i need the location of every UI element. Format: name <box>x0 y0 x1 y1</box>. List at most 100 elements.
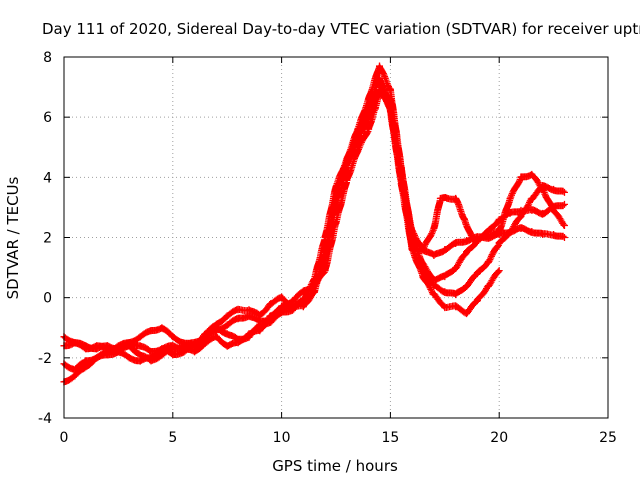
data-point <box>278 306 286 314</box>
data-point <box>463 309 471 317</box>
data-point <box>180 345 188 353</box>
data-point <box>441 246 449 254</box>
data-point <box>506 194 514 202</box>
data-point <box>386 104 394 112</box>
data-point <box>376 62 384 70</box>
data-point <box>104 351 112 359</box>
data-point <box>560 234 568 241</box>
x-tick-label: 20 <box>490 430 508 446</box>
data-point <box>550 230 558 238</box>
data-point <box>212 333 220 341</box>
data-point <box>376 74 384 82</box>
data-point <box>430 224 438 232</box>
series-sat-e <box>408 170 568 254</box>
data-point <box>408 243 416 251</box>
data-point <box>517 212 525 220</box>
data-point <box>71 339 79 347</box>
data-point <box>82 363 90 371</box>
data-point <box>452 194 460 202</box>
data-point <box>473 270 481 278</box>
series-markers <box>60 82 567 353</box>
data-point <box>136 342 144 350</box>
data-point <box>245 306 253 314</box>
data-point <box>299 303 307 311</box>
axes: 0 5 10 15 20 25 -4 -2 0 2 4 6 8 <box>38 50 617 446</box>
x-tick-label: 10 <box>273 430 291 446</box>
data-point <box>71 372 79 380</box>
series-layer <box>60 62 568 386</box>
data-point <box>478 234 486 241</box>
series-sat-a <box>60 82 568 353</box>
data-point <box>473 297 481 305</box>
data-point <box>484 258 492 266</box>
data-point <box>288 303 296 311</box>
data-point <box>212 324 220 332</box>
data-point <box>495 267 503 275</box>
data-point <box>452 264 460 272</box>
data-point <box>528 227 536 235</box>
data-point <box>463 237 471 245</box>
x-tick-label: 15 <box>381 430 399 446</box>
chart-title: Day 111 of 2020, Sidereal Day-to-day VTE… <box>42 20 640 38</box>
data-point <box>234 315 242 323</box>
data-point <box>114 348 122 356</box>
data-point <box>223 321 231 329</box>
data-point <box>267 300 275 308</box>
data-point <box>376 86 384 94</box>
data-point <box>82 357 90 365</box>
data-point <box>278 294 286 302</box>
data-point <box>136 333 144 341</box>
data-point <box>463 249 471 257</box>
data-point <box>365 113 373 121</box>
data-point <box>332 191 340 199</box>
data-point <box>452 240 460 248</box>
data-point <box>539 185 547 193</box>
data-point <box>441 273 449 281</box>
data-point <box>201 333 209 341</box>
data-point <box>463 282 471 290</box>
data-point <box>114 342 122 350</box>
data-point <box>169 351 177 359</box>
y-tick-label: 2 <box>43 231 52 247</box>
data-point <box>104 345 112 353</box>
data-point <box>460 215 468 223</box>
data-point <box>191 339 199 347</box>
y-axis-label: SDTVAR / TECUs <box>4 176 22 299</box>
data-point <box>539 209 547 217</box>
data-point <box>343 158 351 166</box>
data-point <box>191 348 199 356</box>
x-tick-label: 0 <box>60 430 69 446</box>
data-point <box>560 188 568 196</box>
x-axis-label: GPS time / hours <box>272 457 398 475</box>
y-tick-label: 6 <box>43 110 52 126</box>
y-tick-label: -2 <box>38 351 52 367</box>
data-point <box>147 354 155 362</box>
data-point <box>419 246 427 254</box>
data-point <box>430 291 438 299</box>
data-point <box>441 303 449 311</box>
data-point <box>539 230 547 238</box>
data-point <box>419 273 427 281</box>
data-point <box>397 176 405 184</box>
data-point <box>560 200 568 208</box>
x-tick-label: 25 <box>599 430 617 446</box>
data-point <box>550 185 558 193</box>
y-tick-label: 0 <box>43 291 52 307</box>
data-point <box>517 224 525 232</box>
data-point <box>430 252 438 260</box>
data-point <box>93 342 101 350</box>
data-point <box>136 357 144 365</box>
data-point <box>469 237 477 245</box>
data-point <box>223 342 231 350</box>
data-point <box>321 249 329 257</box>
data-point <box>517 173 525 181</box>
x-tick-label: 5 <box>168 430 177 446</box>
data-point <box>125 342 133 350</box>
data-point <box>484 282 492 290</box>
data-point <box>223 312 231 320</box>
data-point <box>441 288 449 296</box>
data-point <box>223 330 231 338</box>
data-point <box>436 194 444 202</box>
data-point <box>256 327 264 335</box>
